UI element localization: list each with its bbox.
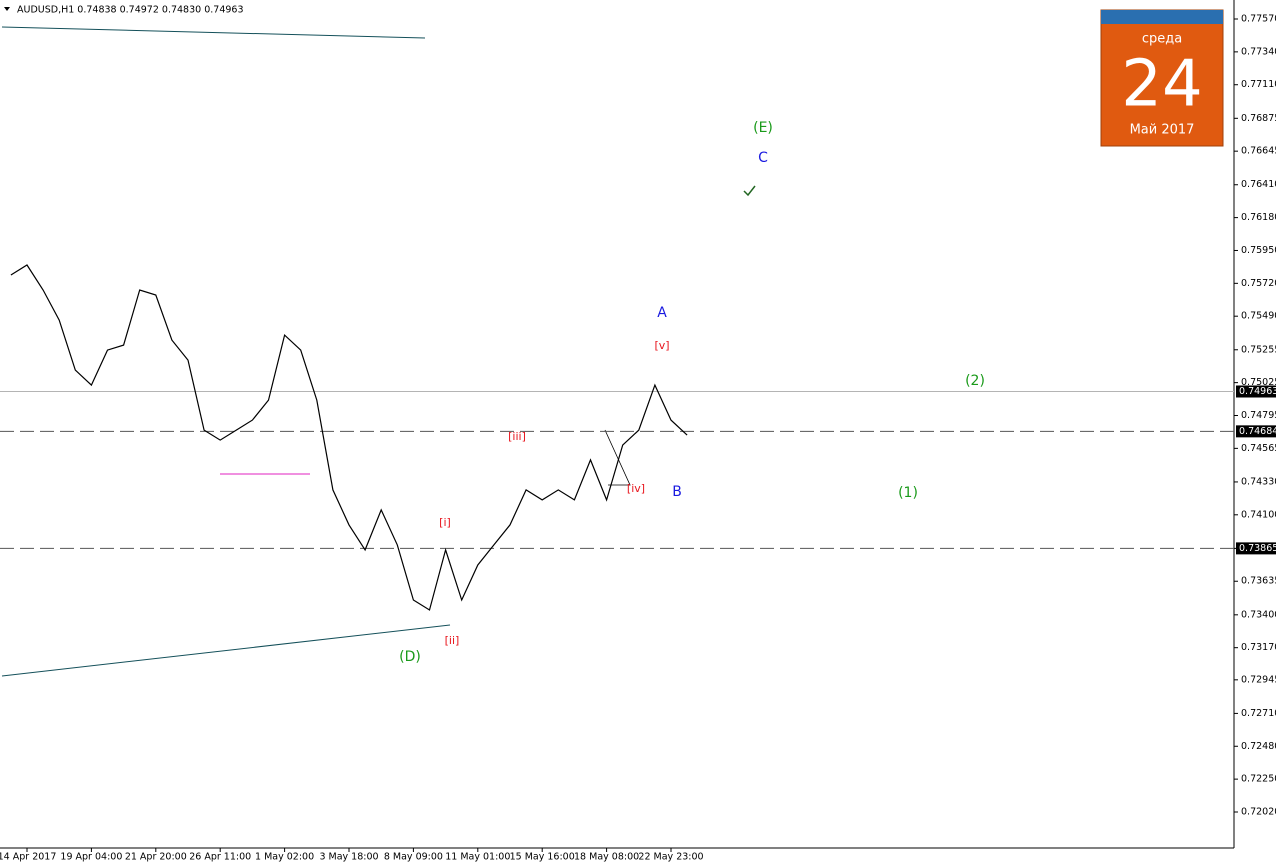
price-line <box>10 264 688 611</box>
y-tick-label: 0.74565 <box>1241 443 1276 454</box>
wave-label: A <box>657 305 667 321</box>
wave-label: (2) <box>965 373 985 389</box>
wave-label: [iii] <box>508 430 526 443</box>
calendar-rings <box>1101 10 1223 24</box>
y-tick-label: 0.75025 <box>1241 377 1276 388</box>
x-tick-label: 26 Apr 11:00 <box>189 852 251 863</box>
wave-label: (1) <box>898 485 918 501</box>
check-mark <box>743 185 756 197</box>
price-label: 0.74963 <box>1239 386 1276 397</box>
price-label: 0.74684 <box>1239 426 1276 437</box>
price-label: 0.73865 <box>1239 543 1276 554</box>
price-label-box <box>1236 425 1276 438</box>
y-tick-label: 0.72945 <box>1241 674 1276 685</box>
wave-marker <box>604 429 631 486</box>
x-tick-label: 15 May 16:00 <box>510 852 575 863</box>
y-tick-label: 0.75255 <box>1241 344 1276 355</box>
x-tick-label: 1 May 02:00 <box>255 852 314 863</box>
wave-label: [v] <box>654 339 669 352</box>
x-tick-label: 19 Apr 04:00 <box>60 852 122 863</box>
x-tick-label: 22 May 23:00 <box>638 852 703 863</box>
wave-label: B <box>672 484 682 500</box>
calendar-month: Май 2017 <box>1130 123 1195 138</box>
trend-line <box>1 26 426 39</box>
calendar-day: 24 <box>1121 48 1202 122</box>
price-label-box <box>1236 385 1276 398</box>
calendar: среда 24 Май 2017 <box>1100 9 1224 147</box>
menu-arrow <box>4 7 10 11</box>
wave-label: C <box>758 150 768 166</box>
x-tick-label: 14 Apr 2017 <box>0 852 56 863</box>
x-tick-label: 18 May 08:00 <box>574 852 639 863</box>
x-tick-label: 11 May 01:00 <box>445 852 510 863</box>
wave-label: (D) <box>399 649 421 665</box>
calendar-box <box>1100 9 1224 147</box>
y-tick-label: 0.74795 <box>1241 410 1276 421</box>
y-tick-label: 0.72020 <box>1241 806 1276 817</box>
x-tick-label: 8 May 09:00 <box>384 852 443 863</box>
y-tick-label: 0.76875 <box>1241 113 1276 124</box>
price-label-box <box>1236 542 1276 555</box>
wave-label: [i] <box>439 516 451 529</box>
header: AUDUSD,H1 0.74838 0.74972 0.74830 0.7496… <box>17 5 244 16</box>
calendar-weekday: среда <box>1142 32 1182 47</box>
x-tick-label: 21 Apr 20:00 <box>125 852 187 863</box>
y-tick-label: 0.73635 <box>1241 576 1276 587</box>
wave-label: [ii] <box>445 634 460 647</box>
wave-label: [iv] <box>627 482 645 495</box>
y-tick-label: 0.76645 <box>1241 146 1276 157</box>
wave-label: (E) <box>753 120 773 136</box>
trend-line <box>1 624 451 677</box>
x-tick-label: 3 May 18:00 <box>319 852 378 863</box>
